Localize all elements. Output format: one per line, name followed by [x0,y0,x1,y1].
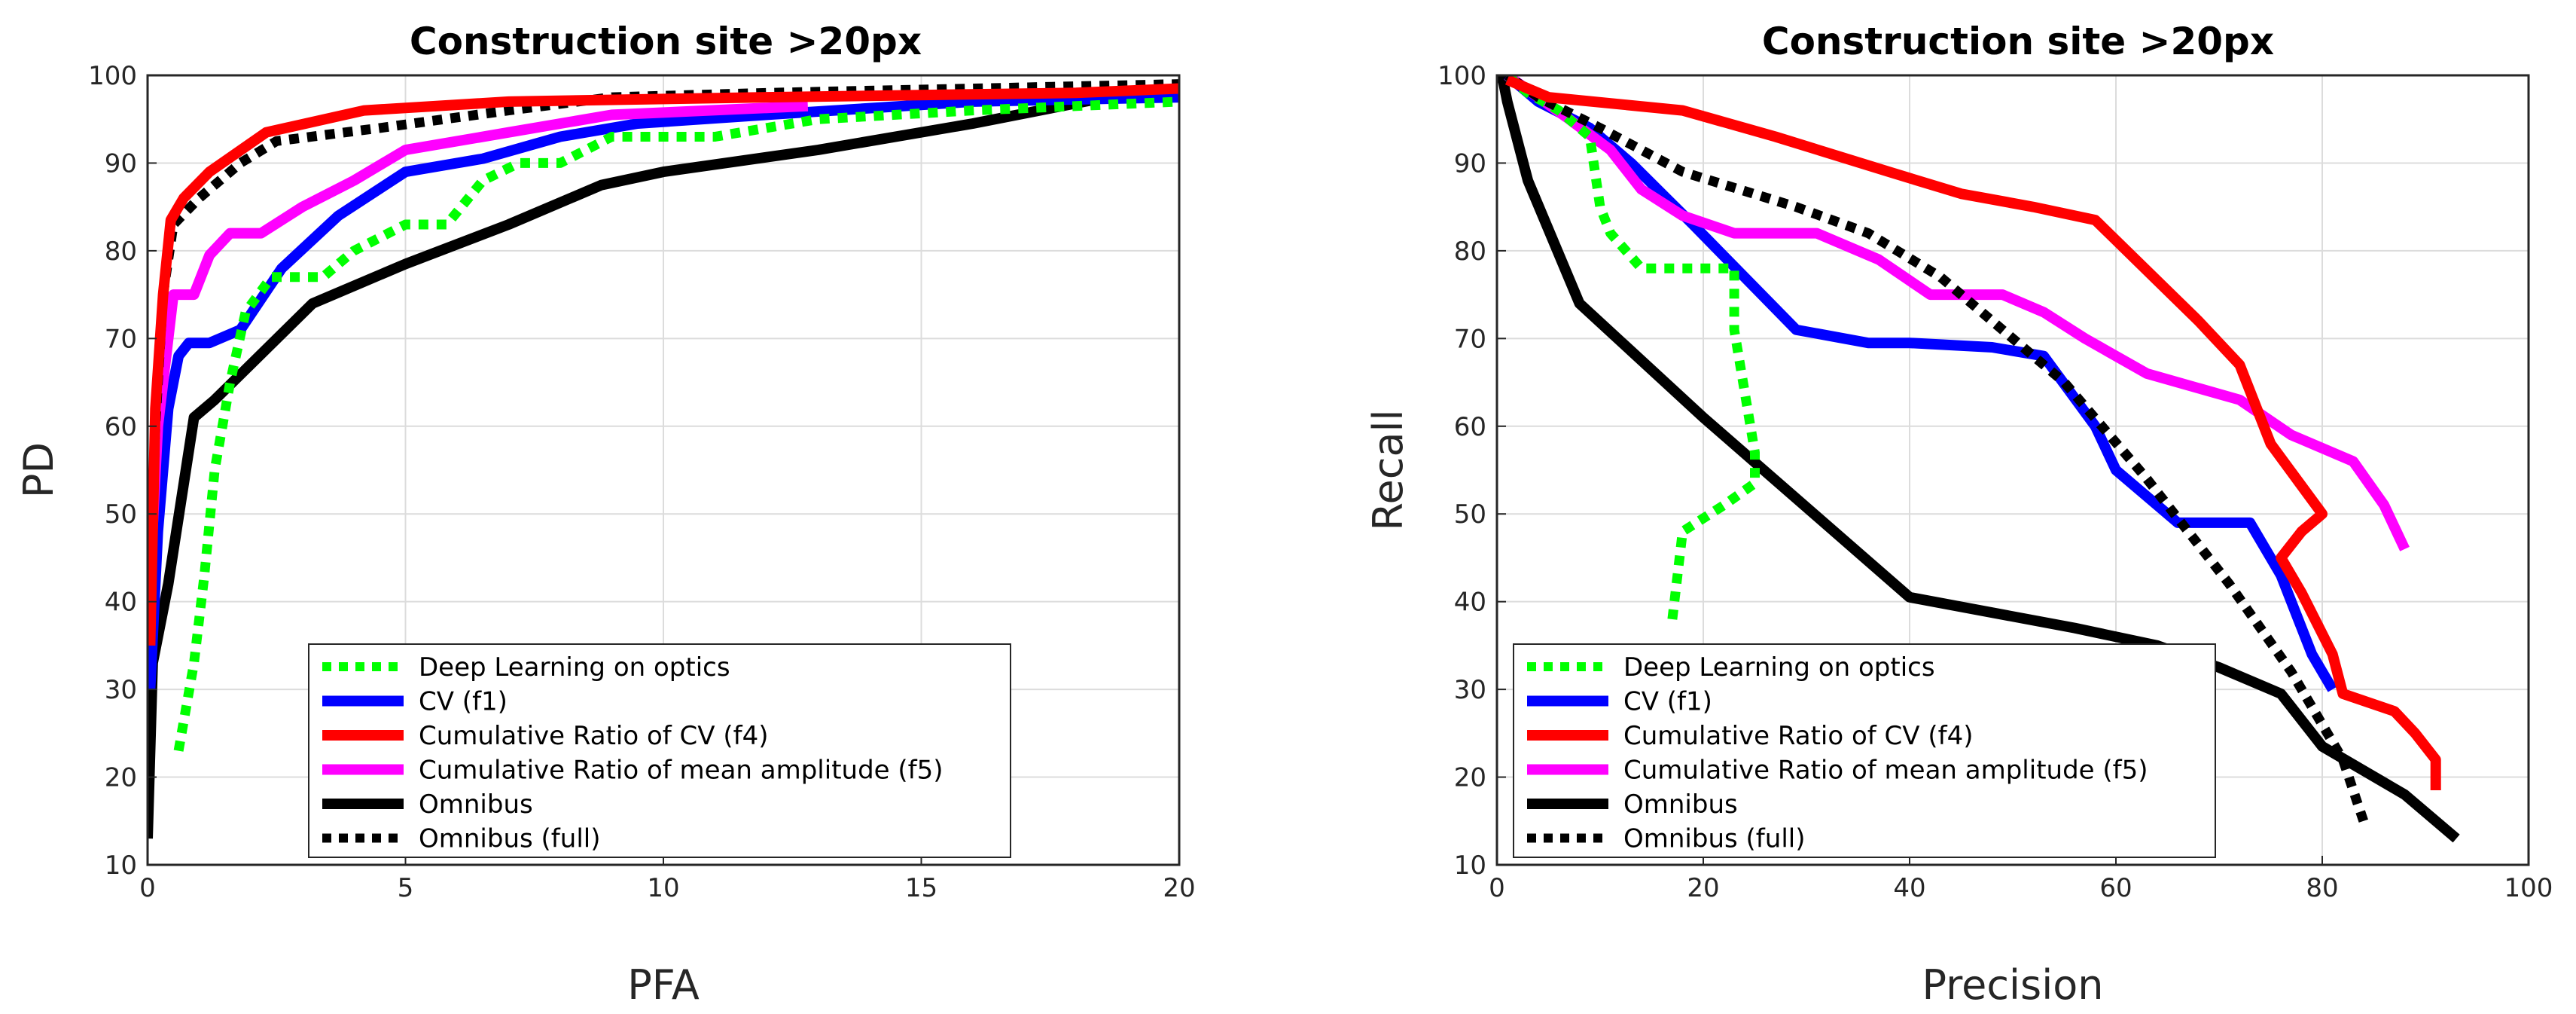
legend-label: Cumulative Ratio of CV (f4) [1623,721,1973,751]
y-tick-label: 50 [105,499,137,530]
x-tick-label: 80 [2306,873,2338,903]
series-line-deep-learning-on-optics [173,96,1179,752]
y-tick-label: 60 [105,412,137,442]
left-x-ticks: 0 5 10 15 20 [139,856,1196,903]
series-line-cumulative-ratio-of-mean-amplitude-f5 [1504,75,2410,551]
x-tick-label: 20 [1163,873,1195,903]
x-tick-label: 20 [1687,873,1719,903]
legend-label: CV (f1) [419,687,508,717]
right-chart-title: Construction site >20px [1762,20,2274,63]
left-chart-title: Construction site >20px [410,20,922,63]
series-line-deep-learning-on-optics [1504,75,1760,620]
legend-label: Cumulative Ratio of mean amplitude (f5) [1623,756,2148,786]
y-tick-label: 20 [105,763,137,793]
series-line-cumulative-ratio-of-mean-amplitude-f5 [148,100,809,576]
right-x-ticks: 0 20 40 60 80 100 [1489,856,2553,903]
x-tick-label: 0 [1489,873,1505,903]
legend-box [308,643,1011,858]
y-tick-label: 100 [88,61,137,91]
series-line-cumulative-ratio-of-cv-f4 [148,83,1179,646]
x-tick-label: 40 [1893,873,1925,903]
legend-box [1513,643,2216,858]
y-tick-label: 30 [105,675,137,705]
right-series-layer [1497,75,2460,843]
right-plot-frame [1495,74,2530,866]
y-tick-label: 10 [1454,851,1486,881]
y-tick-label: 50 [1454,499,1486,530]
series-line-omnibus [148,92,1179,839]
y-tick-label: 70 [1454,324,1486,354]
x-tick-label: 60 [2099,873,2132,903]
right-y-ticks: 10 20 30 40 50 60 70 80 90 100 [1437,61,1506,881]
legend-label: Deep Learning on optics [1623,652,1935,683]
series-line-omnibus [1497,75,2460,843]
x-tick-label: 0 [139,873,156,903]
x-tick-label: 100 [2504,873,2553,903]
series-group [1497,75,2460,843]
right-y-axis-label: Recall [1364,409,1412,530]
y-tick-label: 20 [1454,763,1486,793]
y-tick-label: 80 [1454,237,1486,267]
x-tick-label: 5 [398,873,414,903]
series-group [148,79,1179,839]
legend-label: Deep Learning on optics [419,652,730,683]
y-tick-label: 70 [105,324,137,354]
y-tick-label: 40 [105,588,137,618]
x-tick-label: 10 [647,873,679,903]
right-chart: Construction site >20px 0 20 40 60 80 100 10 2… [1364,20,2553,1009]
legend-label: Omnibus (full) [1623,824,1805,854]
left-x-axis-label: PFA [627,961,700,1009]
legend-label: Cumulative Ratio of CV (f4) [419,721,768,751]
legend-label: CV (f1) [1623,687,1712,717]
y-tick-label: 80 [105,237,137,267]
right-x-axis-label: Precision [1922,961,2104,1009]
left-chart: Construction site >20px 0 5 10 15 20 10 20 30 4… [15,20,1196,1009]
series-line-cv-f1 [148,92,1179,690]
legend-label: Omnibus (full) [419,824,600,854]
y-tick-label: 10 [105,851,137,881]
left-series-layer [148,79,1179,839]
y-tick-label: 30 [1454,675,1486,705]
left-legend: Deep Learning on optics CV (f1) Cumulative… [308,643,1011,858]
y-tick-label: 90 [1454,148,1486,179]
series-line-cumulative-ratio-of-cv-f4 [1504,75,2441,790]
x-tick-label: 15 [905,873,937,903]
right-legend: Deep Learning on optics CV (f1) Cumulative… [1513,643,2216,858]
left-y-ticks: 10 20 30 40 50 60 70 80 90 100 [88,61,157,881]
y-tick-label: 100 [1437,61,1486,91]
y-tick-label: 90 [105,148,137,179]
y-tick-label: 60 [1454,412,1486,442]
legend-label: Omnibus [1623,790,1738,820]
legend-label: Cumulative Ratio of mean amplitude (f5) [419,756,944,786]
y-tick-label: 40 [1454,588,1486,618]
legend-label: Omnibus [419,790,533,820]
series-line-omnibus-full [148,79,1179,602]
left-y-axis-label: PD [15,442,62,498]
series-line-omnibus-full [1504,75,2368,823]
